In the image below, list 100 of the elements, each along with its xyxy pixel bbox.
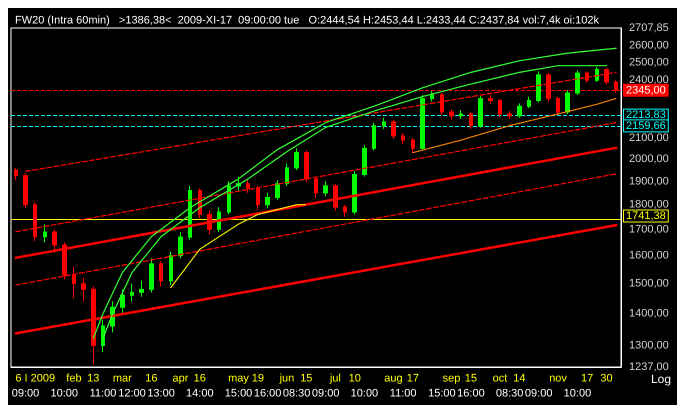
x-tick-label: jul	[328, 372, 341, 384]
candlestick	[81, 277, 86, 302]
candlestick	[498, 98, 502, 118]
x-tick-label: 17	[406, 372, 419, 384]
candlestick	[575, 70, 580, 96]
candlestick	[459, 110, 463, 120]
x-tick-label: nov	[549, 372, 568, 384]
x-tick-label: 16:00	[254, 388, 282, 400]
candlestick	[275, 180, 280, 200]
ref-line-label: 2159,66	[626, 120, 666, 132]
candlestick	[440, 92, 444, 116]
x-tick-label: 15	[300, 372, 312, 384]
candlestick	[294, 148, 299, 171]
y-tick-label: 2500,00	[629, 56, 669, 69]
candlestick	[478, 95, 483, 128]
x-tick-label: oct	[492, 372, 508, 384]
candlestick	[43, 224, 47, 243]
x-tick-label: 10:00	[50, 388, 78, 400]
candlestick	[507, 110, 512, 120]
candlestick	[159, 260, 163, 287]
candlestick	[101, 319, 105, 353]
x-tick-label: 11:00	[90, 388, 116, 400]
candlestick	[391, 119, 396, 140]
candlestick	[323, 180, 328, 197]
x-tick-label: 10	[348, 372, 361, 384]
x-tick-label: 6 I 2009	[15, 372, 56, 384]
candlestick	[246, 180, 250, 194]
x-tick-label: 13:00	[147, 388, 175, 400]
y-tick-label: 1400,00	[629, 307, 669, 320]
candlestick	[178, 231, 183, 259]
y-tick-label: 1500,00	[629, 278, 669, 290]
x-tick-label: 30	[600, 372, 613, 384]
line-series	[412, 98, 617, 154]
y-tick-label: 2600,00	[629, 40, 669, 52]
x-tick-label: 09:00	[524, 388, 552, 400]
candlestick	[488, 94, 493, 104]
y-tick-label: 1237,00	[629, 361, 669, 373]
y-axis-title: Log	[650, 372, 672, 386]
candlestick	[169, 251, 173, 286]
y-tick-label: 2000,00	[629, 153, 669, 166]
candlestick	[449, 108, 454, 120]
candlestick	[343, 204, 347, 218]
ref-line-label: 2213,83	[626, 109, 666, 122]
y-tick-label: 2707,85	[629, 22, 669, 34]
candlestick	[14, 167, 18, 181]
y-tick-label: 1300,00	[629, 340, 669, 352]
x-tick-label: 15:00	[428, 388, 456, 400]
candlestick	[304, 150, 309, 183]
x-tick-label: 10:00	[350, 388, 378, 400]
candlestick	[227, 180, 231, 215]
x-tick-label: mar	[112, 372, 132, 384]
x-tick-label: 17	[580, 372, 594, 384]
candlestick	[536, 70, 541, 103]
y-tick-label: 1800,00	[629, 198, 669, 211]
x-tick-label: 16	[145, 372, 158, 384]
candlestick	[595, 66, 599, 83]
candlestick	[333, 183, 338, 212]
candlestick	[382, 117, 386, 130]
candlestick	[352, 170, 357, 215]
x-tick-label: feb	[66, 372, 82, 384]
x-tick-label: aug	[384, 372, 403, 384]
candlestick	[517, 102, 522, 118]
y-tick-label: 1900,00	[629, 175, 669, 188]
candlestick	[401, 132, 405, 145]
candlestick	[52, 228, 57, 254]
x-tick-label: 09:00	[312, 388, 340, 400]
ref-line-label: 2345,00	[626, 84, 666, 96]
x-tick-label: 13	[87, 372, 100, 384]
y-tick-label: 2100,00	[629, 132, 669, 144]
candlestick	[527, 96, 531, 109]
candlestick	[420, 94, 425, 152]
candlestick	[265, 192, 270, 209]
candlestick	[469, 112, 473, 130]
x-tick-label: 08:30	[282, 388, 310, 400]
x-tick-label: 10:00	[564, 388, 592, 400]
x-tick-label: 19	[252, 372, 264, 384]
chart-title: FW20 (Intra 60min) >1386,38< 2009-XI-17 09:00:00 tue O:2444,54 H:2453,44 L:2433,44 C:2437,84 vol:7,4k oi:102k	[15, 14, 600, 26]
y-tick-label: 2400,00	[629, 74, 669, 86]
candlestick	[372, 122, 376, 152]
candlestick	[207, 210, 212, 236]
x-tick-label: jun	[278, 372, 294, 384]
y-tick-label: 1600,00	[629, 250, 669, 262]
x-tick-label: 09:00	[12, 388, 40, 400]
candlestick	[411, 138, 415, 154]
candlestick	[256, 185, 260, 210]
x-tick-label: 11:00	[390, 388, 416, 400]
x-tick-label: 14	[513, 372, 526, 384]
candlestick	[130, 283, 134, 302]
x-tick-label: sep	[442, 372, 460, 384]
x-tick-label: apr	[172, 372, 189, 384]
x-tick-label: may 15:00	[224, 372, 252, 400]
candlestick	[149, 258, 154, 293]
candlestick	[314, 176, 318, 198]
y-tick-label: 1700,00	[629, 223, 669, 236]
candlestick	[430, 90, 434, 102]
candlestick	[285, 162, 289, 186]
candlestick	[565, 90, 570, 114]
candlestick	[362, 144, 367, 178]
x-tick-label: 12:00	[118, 388, 146, 400]
candlestick	[120, 288, 125, 314]
